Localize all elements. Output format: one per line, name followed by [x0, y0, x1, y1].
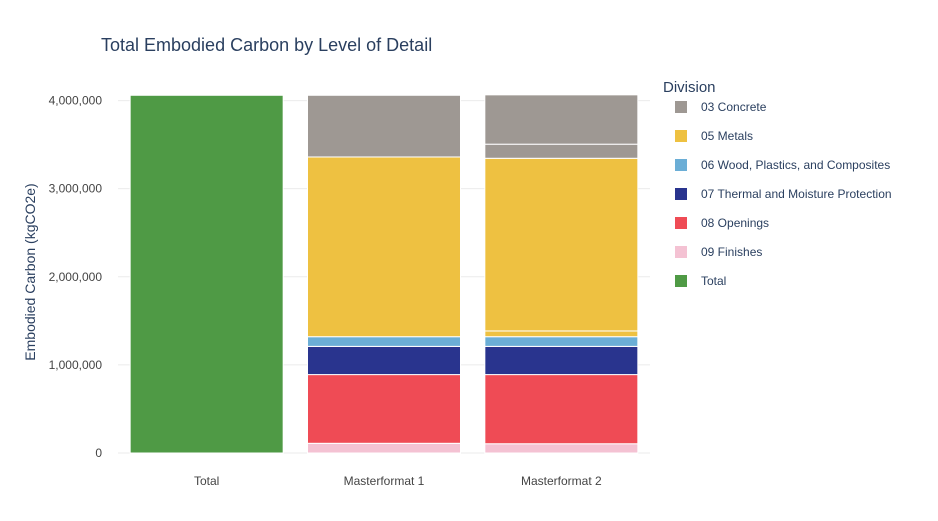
x-axis-ticks: Total Masterformat 1 Masterformat 2: [194, 474, 602, 488]
bar-segment[interactable]: [307, 336, 461, 347]
legend-item[interactable]: 06 Wood, Plastics, and Composites: [675, 158, 890, 172]
y-axis-title: Embodied Carbon (kgCO2e): [22, 183, 38, 360]
legend-swatch: [675, 246, 687, 258]
legend-items: 03 Concrete 05 Metals 06 Wood, Plastics, a…: [675, 100, 892, 288]
legend-swatch: [675, 217, 687, 229]
legend-item[interactable]: 07 Thermal and Moisture Protection: [675, 187, 892, 201]
bar-segment[interactable]: [307, 442, 461, 454]
legend-item[interactable]: Total: [675, 274, 726, 288]
bar-segment[interactable]: [484, 157, 639, 332]
y-tick-label: 1,000,000: [49, 358, 103, 372]
bars: [129, 94, 639, 454]
x-tick-label: Masterformat 2: [521, 474, 602, 488]
bar-segment[interactable]: [484, 336, 639, 347]
legend-title: Division: [663, 79, 716, 96]
bar-segment[interactable]: [484, 443, 639, 454]
bar-segment[interactable]: [307, 94, 461, 158]
legend-label: 03 Concrete: [701, 100, 767, 114]
chart-title: Total Embodied Carbon by Level of Detail: [101, 35, 432, 55]
bar-segment[interactable]: [307, 345, 461, 376]
y-tick-label: 2,000,000: [49, 270, 103, 284]
legend-label: 05 Metals: [701, 129, 753, 143]
legend[interactable]: Division 03 Concrete 05 Metals 06 Wood, Pl…: [663, 79, 892, 288]
bar-segment[interactable]: [484, 374, 639, 445]
legend-label: 06 Wood, Plastics, and Composites: [701, 158, 890, 172]
x-tick-label: Total: [194, 474, 219, 488]
legend-item[interactable]: 08 Openings: [675, 216, 769, 230]
bar-segment[interactable]: [484, 143, 639, 159]
legend-swatch: [675, 130, 687, 142]
y-tick-label: 3,000,000: [49, 182, 103, 196]
x-tick-label: Masterformat 1: [344, 474, 425, 488]
legend-swatch: [675, 101, 687, 113]
legend-label: 08 Openings: [701, 216, 769, 230]
legend-label: Total: [701, 274, 726, 288]
legend-item[interactable]: 03 Concrete: [675, 100, 767, 114]
bar-segment[interactable]: [484, 330, 639, 338]
legend-swatch: [675, 188, 687, 200]
bar-segment[interactable]: [129, 94, 284, 454]
bar-segment[interactable]: [484, 94, 639, 145]
legend-item[interactable]: 05 Metals: [675, 129, 753, 143]
y-tick-label: 4,000,000: [49, 94, 103, 108]
legend-item[interactable]: 09 Finishes: [675, 245, 762, 259]
y-tick-label: 0: [95, 446, 102, 460]
bar-segment[interactable]: [307, 156, 461, 338]
y-axis-ticks: 0 1,000,000 2,000,000 3,000,000 4,000,000: [49, 94, 103, 460]
bar-segment[interactable]: [307, 374, 461, 444]
bar-segment[interactable]: [484, 345, 639, 376]
legend-label: 09 Finishes: [701, 245, 762, 259]
legend-swatch: [675, 275, 687, 287]
legend-swatch: [675, 159, 687, 171]
legend-label: 07 Thermal and Moisture Protection: [701, 187, 892, 201]
